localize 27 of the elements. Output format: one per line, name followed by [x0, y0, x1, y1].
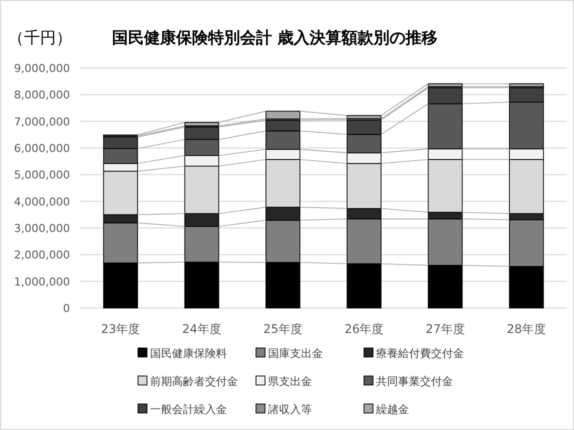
y-tick-label: 1,000,000: [14, 275, 70, 288]
x-tick-label: 26年度: [344, 322, 384, 336]
y-tick-label: 8,000,000: [14, 88, 70, 102]
legend-label: 諸収入等: [268, 403, 312, 416]
legend-label: 一般会計繰入金: [150, 403, 227, 416]
y-tick-label: 5,000,000: [14, 168, 70, 182]
y-tick-label: 6,000,000: [14, 142, 70, 155]
x-tick-label: 24年度: [182, 322, 222, 336]
legend-label: 療養給付費交付金: [376, 347, 464, 360]
legend-label: 国民健康保険料: [150, 347, 227, 360]
y-tick-label: 3,000,000: [14, 222, 70, 235]
legend-label: 県支出金: [268, 375, 312, 388]
legend-label: 国庫支出金: [268, 347, 323, 360]
y-tick-label: 4,000,000: [14, 195, 70, 208]
y-tick-label: 9,000,000: [14, 62, 70, 75]
legend-label: 前期高齢者交付金: [150, 375, 238, 388]
x-tick-label: 28年度: [506, 322, 546, 336]
chart-title: 国民健康保険特別会計 歳入決算額款別の推移: [112, 28, 438, 47]
x-tick-label: 27年度: [426, 322, 465, 336]
y-tick-label: 0: [63, 302, 70, 315]
y-axis-title: （千円）: [8, 28, 72, 47]
x-tick-label: 23年度: [100, 322, 140, 336]
y-tick-label: 2,000,000: [14, 248, 70, 262]
legend-label: 繰越金: [375, 403, 409, 416]
legend-label: 共同事業交付金: [376, 375, 453, 388]
y-tick-label: 7,000,000: [14, 115, 70, 128]
x-tick-label: 25年度: [263, 322, 303, 336]
